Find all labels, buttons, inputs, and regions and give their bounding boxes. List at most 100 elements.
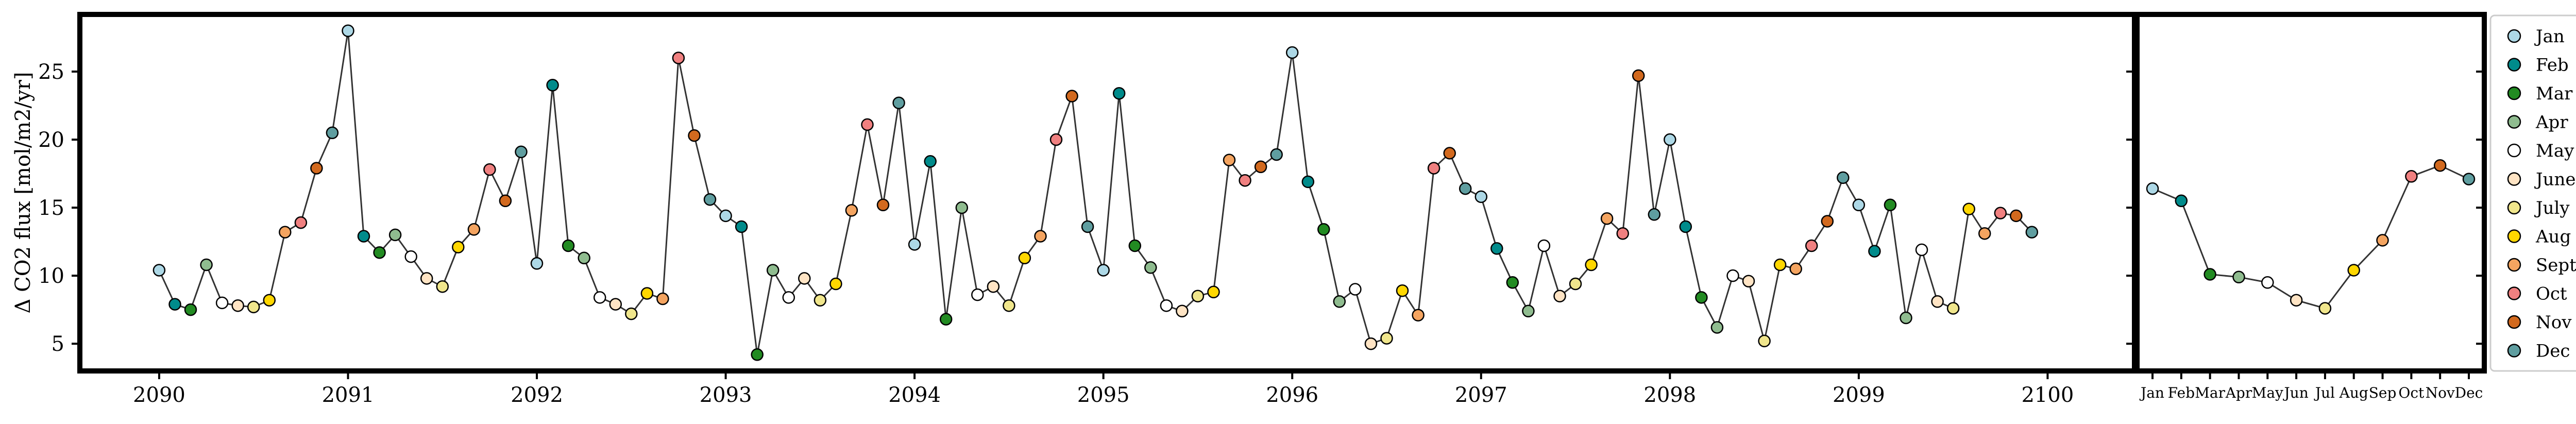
legend-label: Oct	[2536, 284, 2567, 304]
data-point	[1884, 198, 1897, 212]
y-tick-label: 5	[52, 332, 64, 356]
data-point	[1553, 290, 1566, 302]
legend-label: Dec	[2536, 341, 2570, 362]
data-point	[1065, 90, 1078, 103]
data-point	[625, 307, 638, 320]
legend-marker	[2507, 115, 2521, 129]
data-point	[1726, 269, 1739, 282]
data-point	[1223, 154, 1236, 166]
data-point	[688, 129, 701, 142]
data-point	[861, 118, 874, 131]
data-point	[404, 250, 417, 263]
data-point	[798, 272, 811, 285]
data-point	[1112, 87, 1126, 100]
data-point	[1978, 227, 1991, 240]
data-point	[1931, 295, 1944, 308]
data-point	[703, 193, 717, 206]
legend-marker	[2507, 229, 2521, 243]
climatology-point	[2204, 268, 2216, 281]
data-point	[814, 294, 827, 307]
data-point	[609, 298, 622, 311]
data-point	[782, 291, 795, 304]
clim-x-tick-label: Oct	[2398, 384, 2425, 401]
legend-label: Mar	[2536, 83, 2573, 104]
data-point	[829, 277, 842, 291]
data-point	[294, 216, 308, 229]
legend-marker	[2507, 29, 2521, 43]
data-point	[200, 258, 213, 272]
data-point	[656, 292, 669, 306]
climatology-frame	[2134, 12, 2487, 374]
clim-x-tick-label: Jan	[2139, 384, 2164, 401]
data-point	[168, 298, 181, 311]
data-point	[420, 272, 433, 285]
x-tick-label: 2090	[133, 383, 185, 407]
data-point	[152, 264, 166, 277]
data-point	[1018, 251, 1031, 265]
x-tick-label: 2094	[888, 383, 941, 407]
data-point	[1695, 291, 1708, 304]
data-point	[2025, 226, 2039, 239]
data-point	[373, 246, 386, 259]
legend-label: Feb	[2536, 55, 2569, 76]
climatology-point	[2433, 159, 2447, 172]
data-point	[1176, 304, 1189, 318]
legend-marker	[2507, 58, 2521, 72]
clim-x-tick-label: Jun	[2282, 384, 2308, 401]
data-point	[924, 155, 937, 168]
data-point	[1742, 275, 1755, 287]
data-point	[1459, 182, 1472, 195]
data-point	[1679, 220, 1692, 233]
data-point	[1837, 171, 1850, 184]
legend-marker	[2507, 143, 2521, 158]
data-point	[1758, 334, 1771, 348]
data-point	[1380, 332, 1393, 345]
data-point	[1333, 295, 1346, 308]
data-point	[279, 226, 292, 239]
legend: Jan Feb Mar Apr May June July Aug Sept Oct Nov Dec	[2489, 14, 2576, 372]
data-point	[483, 163, 496, 176]
data-point	[1049, 133, 1063, 146]
legend-label: Sept	[2536, 255, 2576, 276]
clim-x-tick-label: Aug	[2339, 384, 2368, 401]
climatology-point	[2462, 173, 2476, 185]
x-tick-label: 2096	[1266, 383, 1318, 407]
data-point	[1569, 277, 1582, 291]
data-point	[467, 223, 481, 236]
climatology-point	[2175, 194, 2188, 208]
clim-x-tick-label: Jul	[2314, 384, 2335, 401]
y-tick-label: 20	[38, 128, 64, 152]
legend-label: May	[2536, 141, 2574, 161]
legend-label: Aug	[2535, 227, 2571, 247]
data-point	[1962, 202, 1975, 215]
data-point	[1239, 174, 1251, 187]
x-tick-label: 2097	[1455, 383, 1507, 407]
data-point	[1207, 285, 1220, 299]
data-point	[1490, 242, 1503, 255]
data-point	[1946, 302, 1960, 315]
climatology-point	[2376, 234, 2389, 247]
data-point	[955, 201, 969, 214]
data-point	[908, 238, 921, 251]
y-tick-label: 10	[38, 264, 64, 288]
x-tick-label: 2095	[1077, 383, 1130, 407]
data-point	[1664, 133, 1676, 146]
clim-x-tick-label: Sep	[2369, 384, 2397, 401]
data-point	[939, 313, 953, 326]
data-point	[546, 79, 559, 92]
data-point	[499, 194, 512, 208]
legend-label: Jan	[2534, 26, 2565, 47]
climatology-point	[2405, 170, 2418, 183]
data-point	[1427, 162, 1440, 175]
data-point	[578, 251, 590, 265]
data-point	[876, 198, 890, 212]
data-point	[1034, 230, 1047, 243]
data-point	[1254, 160, 1267, 174]
legend-label: Nov	[2536, 312, 2572, 333]
legend-marker	[2507, 172, 2521, 186]
clim-x-tick-label: Feb	[2168, 384, 2195, 401]
climatology-point	[2146, 182, 2159, 195]
clim-x-tick-label: May	[2252, 384, 2283, 401]
data-point	[1396, 284, 1409, 297]
legend-marker	[2507, 200, 2521, 215]
